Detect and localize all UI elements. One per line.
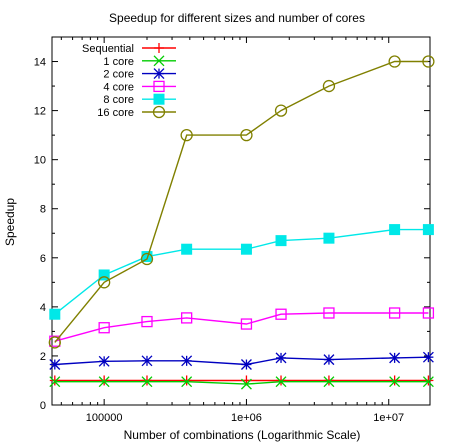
data-point: [49, 308, 61, 320]
legend-marker: [152, 105, 166, 119]
data-point: [98, 269, 110, 281]
y-tick-label: 14: [34, 57, 46, 69]
data-point: [389, 224, 401, 236]
data-point: [323, 354, 335, 366]
data-point: [275, 352, 287, 364]
data-point: [141, 315, 153, 328]
chart-title: Speedup for different sizes and number o…: [109, 11, 365, 25]
data-point: [275, 376, 287, 388]
data-point: [181, 355, 193, 367]
data-point: [323, 376, 335, 388]
data-point: [48, 336, 61, 349]
y-axis-label: Speedup: [3, 198, 17, 246]
plot-area: 0 2 4 6 8 10 12 14 100000 1e+06 1e+07: [34, 36, 435, 424]
data-point: [323, 232, 335, 244]
series-line-3: [54, 312, 429, 342]
data-point: [140, 252, 154, 266]
data-point: [323, 375, 334, 386]
data-point: [422, 351, 434, 363]
y-tick-label: 4: [40, 302, 46, 314]
data-point: [141, 375, 152, 386]
plot-frame: [51, 36, 431, 406]
data-point: [49, 376, 61, 388]
y-tick-label: 10: [34, 155, 46, 167]
data-point: [275, 308, 287, 320]
data-point: [141, 376, 153, 388]
data-point: [389, 352, 401, 364]
y-tick-label: 12: [34, 106, 46, 118]
legend-marker: [153, 80, 165, 93]
data-point: [181, 243, 193, 255]
legend-label: 1 core: [103, 56, 134, 68]
y-tick-label: 0: [40, 400, 46, 412]
data-point: [181, 375, 192, 386]
x-axis-label: Number of combinations (Logarithmic Scal…: [124, 428, 361, 442]
y-tick-label: 6: [40, 253, 46, 265]
y-tick-label: 8: [40, 204, 46, 216]
data-point: [49, 375, 60, 386]
data-point: [98, 322, 110, 334]
data-point: [181, 312, 193, 324]
data-point: [181, 376, 193, 388]
y-tick-label: 2: [40, 351, 46, 363]
x-tick-label: 1e+07: [373, 412, 404, 424]
data-point: [240, 318, 253, 330]
legend-label: Sequential: [82, 43, 134, 55]
series-line-5: [54, 60, 429, 343]
data-point: [389, 375, 400, 386]
data-point: [240, 128, 253, 142]
data-point: [423, 375, 434, 386]
series-line-2: [54, 356, 429, 366]
data-point: [240, 243, 252, 255]
legend-marker: [153, 55, 165, 67]
data-point: [275, 235, 287, 247]
data-point: [98, 376, 110, 388]
data-point: [322, 79, 336, 93]
data-point: [240, 359, 252, 370]
series-line-1: [54, 381, 429, 385]
data-point: [180, 128, 193, 142]
data-point: [141, 355, 153, 367]
data-point: [422, 376, 434, 388]
legend-label: 8 core: [103, 94, 134, 106]
data-point: [388, 307, 401, 319]
data-point: [276, 375, 287, 386]
legend-label: 4 core: [103, 81, 134, 93]
legend-marker: [154, 43, 164, 53]
data-point: [422, 55, 435, 68]
x-tick-label: 100000: [86, 412, 123, 424]
data-point: [99, 375, 110, 386]
data-point: [98, 276, 111, 289]
data-point: [389, 376, 401, 388]
data-point: [323, 307, 335, 319]
series-line-4: [54, 228, 429, 315]
data-point: [422, 224, 434, 236]
legend-marker: [153, 68, 165, 80]
data-point: [274, 104, 288, 117]
data-point: [49, 359, 61, 370]
legend-marker: [153, 93, 165, 105]
legend-label: 16 core: [97, 107, 134, 119]
x-tick-label: 1e+06: [231, 412, 262, 424]
data-point: [388, 55, 401, 68]
data-point: [98, 355, 110, 367]
data-point: [422, 307, 435, 319]
legend-label: 2 core: [103, 69, 134, 81]
data-point: [240, 378, 252, 390]
